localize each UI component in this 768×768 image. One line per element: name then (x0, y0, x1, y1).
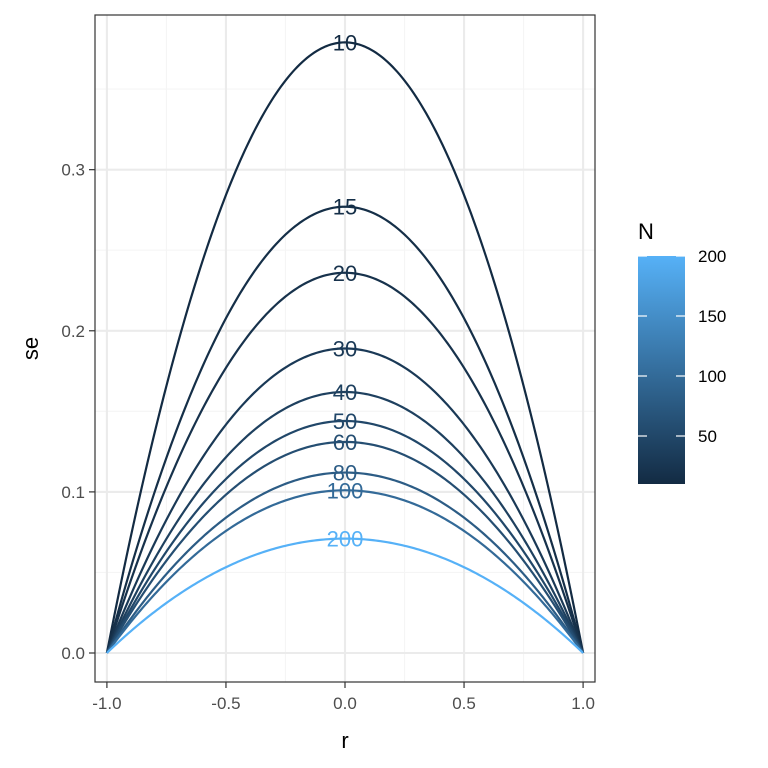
x-tick-label: -1.0 (92, 694, 121, 713)
curve-N60 (105, 440, 585, 654)
curve-label-N60: 60 (333, 430, 357, 455)
x-tick-label: 0.0 (333, 694, 357, 713)
y-axis: 0.0 0.1 0.2 0.3 (61, 161, 95, 663)
x-tick-label: -0.5 (211, 694, 240, 713)
curve-N15 (105, 205, 585, 654)
legend-title: N (638, 219, 654, 244)
y-tick-label: 0.3 (61, 161, 85, 180)
x-tick-label: 0.5 (452, 694, 476, 713)
curve-N200 (106, 537, 584, 654)
curve-N40 (105, 390, 585, 654)
curve-label-N50: 50 (333, 409, 357, 434)
curve-N20 (105, 271, 585, 654)
y-axis-title: se (18, 337, 43, 360)
colorbar-label: 200 (698, 247, 726, 266)
curve-label-N100: 100 (327, 478, 364, 503)
x-axis: -1.0 -0.5 0.0 0.5 1.0 (92, 682, 595, 713)
curve-label-N200: 200 (327, 527, 364, 552)
curve-N80 (105, 471, 585, 654)
curve-label-N15: 15 (333, 195, 357, 220)
colorbar (638, 256, 685, 484)
x-tick-label: 1.0 (571, 694, 595, 713)
colorbar-label: 50 (698, 427, 717, 446)
x-axis-title: r (341, 728, 348, 753)
curve-label-N20: 20 (333, 261, 357, 286)
curve-N30 (105, 347, 585, 654)
curve-N100 (106, 489, 584, 654)
curve-N50 (105, 419, 585, 654)
curve-label-N10: 10 (333, 30, 357, 55)
curve-label-N80: 80 (333, 461, 357, 486)
colorbar-label: 100 (698, 367, 726, 386)
colorbar-ticks: 50 100 150 200 (638, 247, 726, 446)
colorbar-label: 150 (698, 307, 726, 326)
y-tick-label: 0.2 (61, 322, 85, 341)
color-legend: N 50 100 150 200 (638, 219, 726, 484)
curve-layer (105, 41, 585, 654)
curve-label-N30: 30 (333, 337, 357, 362)
y-tick-label: 0.0 (61, 644, 85, 663)
curve-N10 (105, 41, 585, 654)
curve-label-N40: 40 (333, 380, 357, 405)
y-tick-label: 0.1 (61, 483, 85, 502)
